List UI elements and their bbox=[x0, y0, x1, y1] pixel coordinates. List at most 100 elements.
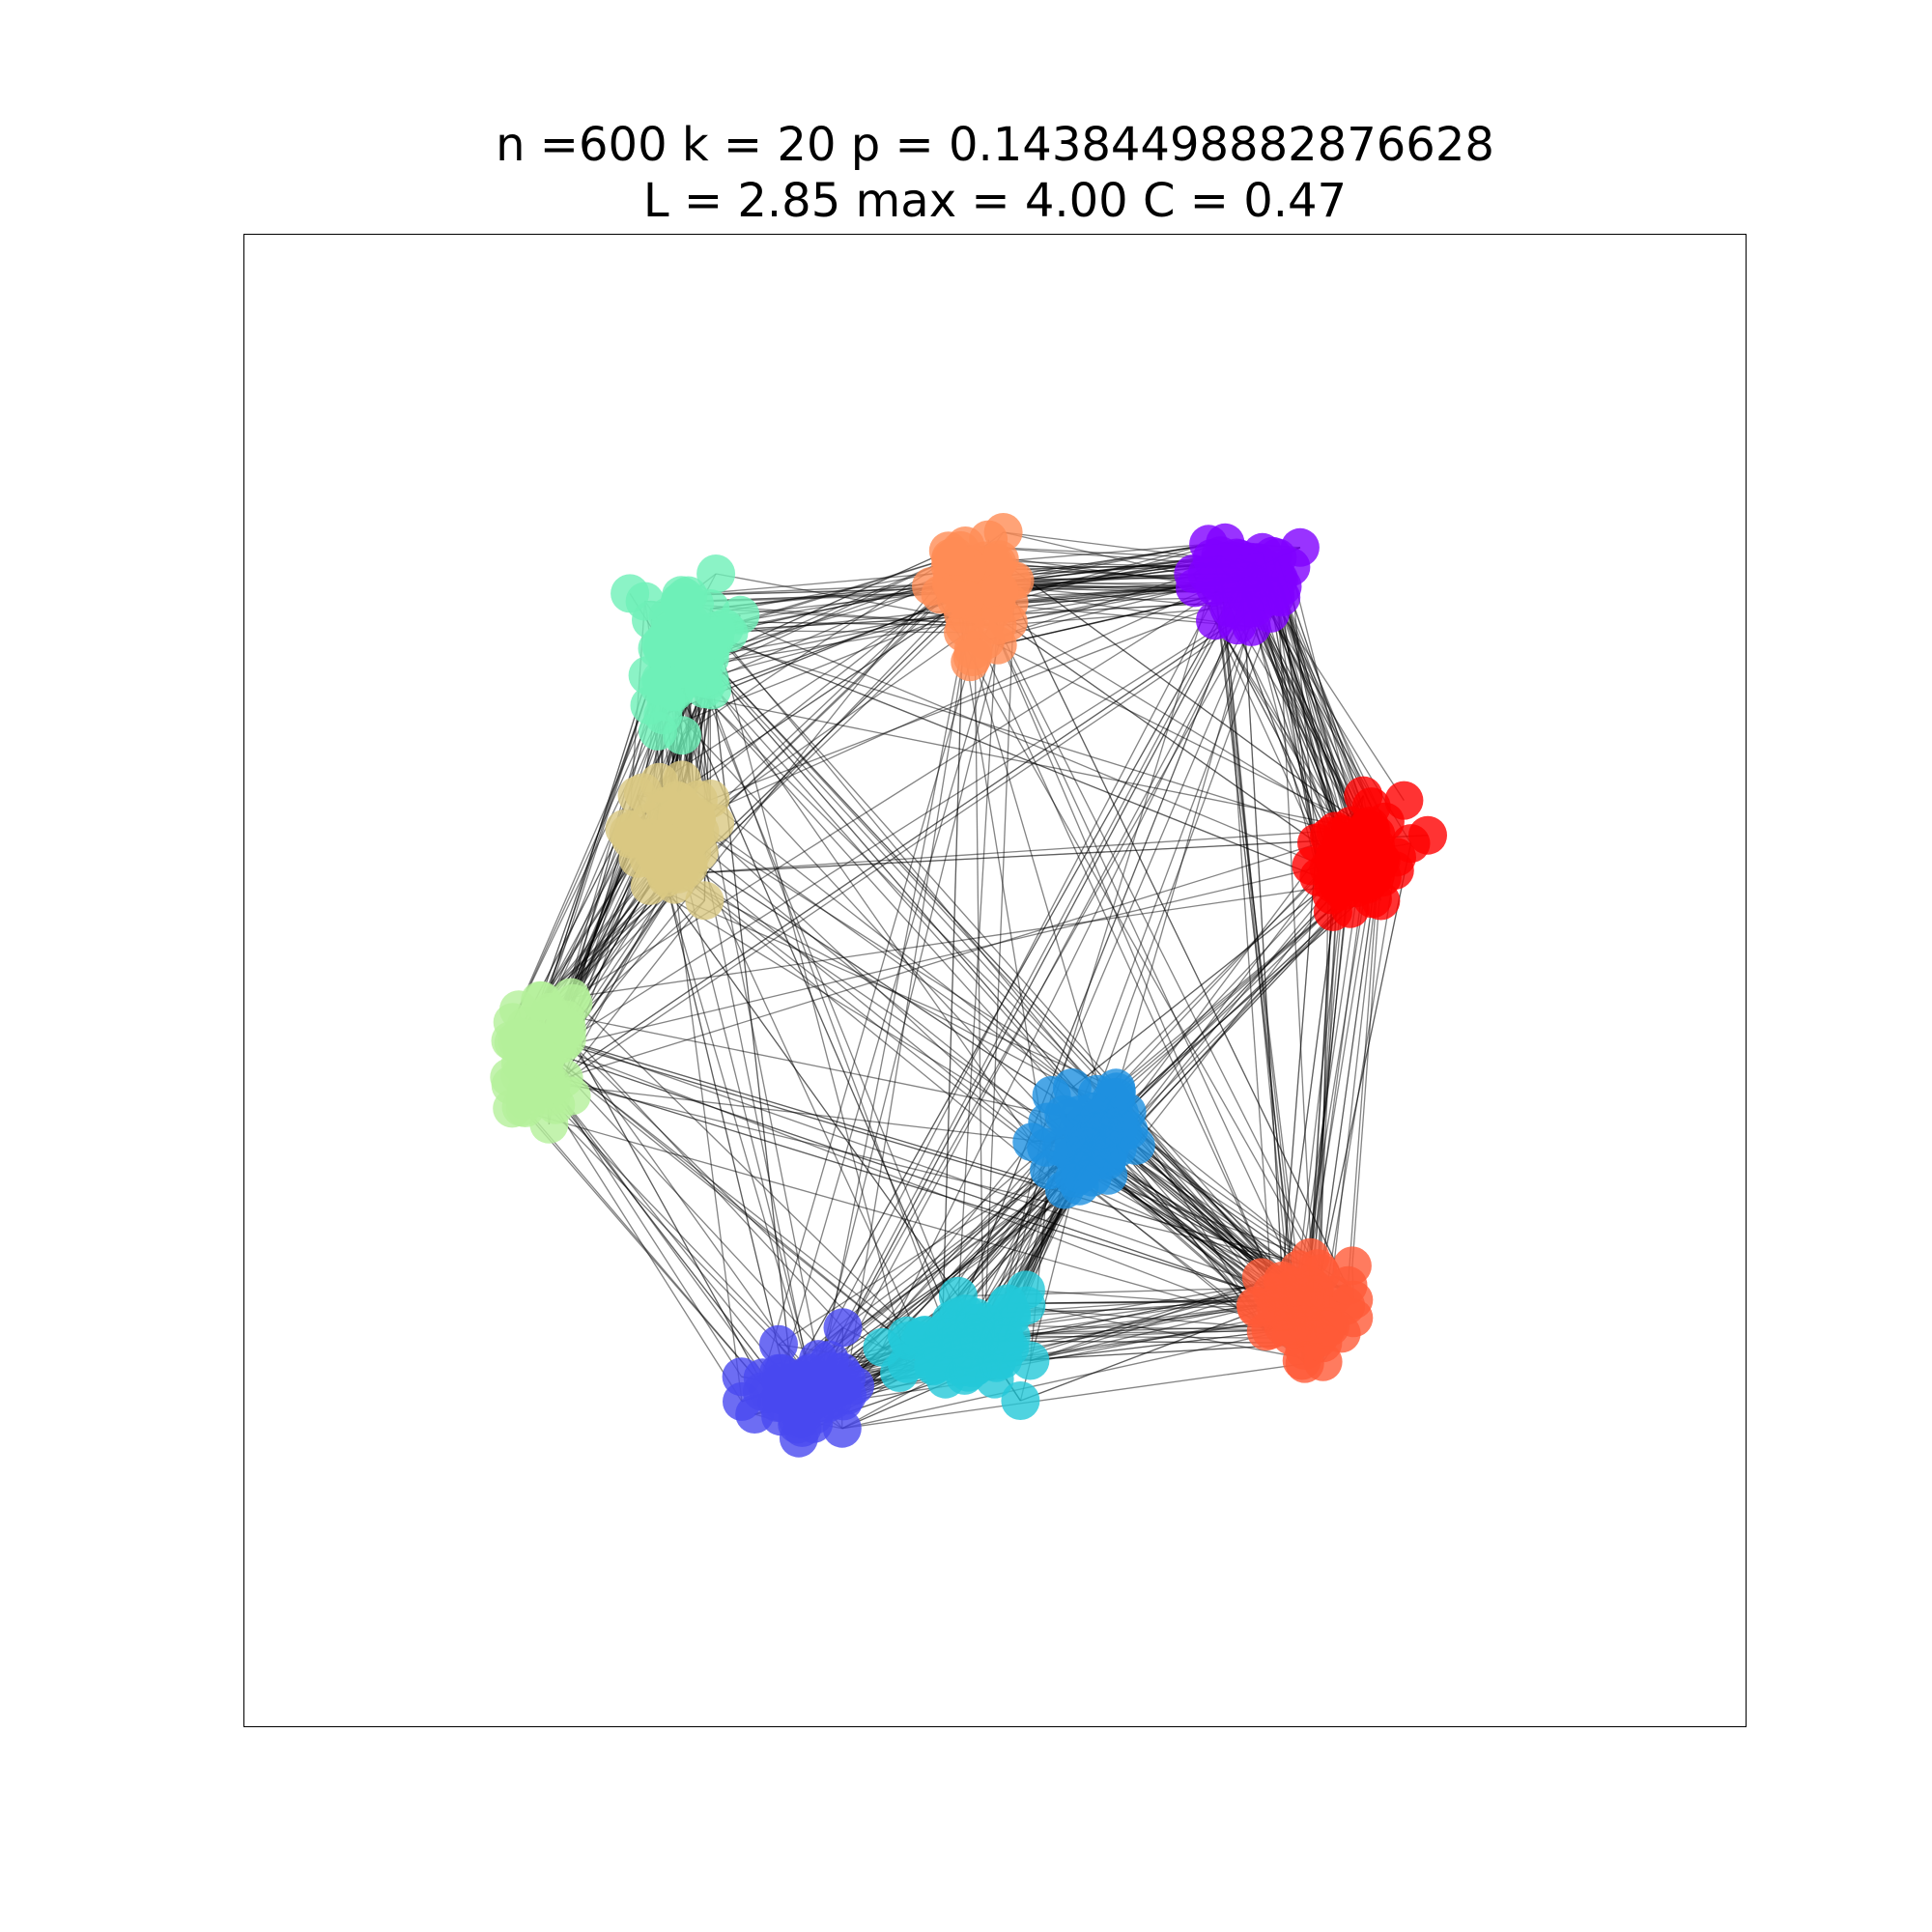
graph-node bbox=[1282, 1305, 1321, 1345]
graph-edge bbox=[1106, 841, 1349, 1158]
graph-edge bbox=[842, 583, 977, 1402]
graph-edge bbox=[699, 579, 964, 833]
graph-edge bbox=[683, 870, 1083, 1147]
graph-edge bbox=[1106, 887, 1357, 1161]
graph-edge bbox=[829, 1185, 1080, 1361]
graph-edge bbox=[681, 587, 956, 596]
graph-edge bbox=[1309, 883, 1334, 1258]
graph-edge bbox=[512, 1107, 1284, 1327]
graph-edge bbox=[1025, 1289, 1277, 1309]
graph-node bbox=[685, 881, 724, 921]
graph-edge bbox=[669, 662, 1343, 1334]
graph-edge bbox=[709, 550, 950, 659]
graph-edge bbox=[664, 840, 1303, 1362]
graph-edge bbox=[525, 624, 1238, 1109]
graph-edge bbox=[930, 585, 1319, 1269]
graph-edge bbox=[1030, 1301, 1279, 1362]
graph-edge bbox=[715, 630, 1130, 1131]
graph-edge bbox=[564, 1026, 781, 1417]
graph-edge bbox=[815, 1147, 1063, 1400]
graph-edge bbox=[709, 657, 1118, 1093]
graph-edge bbox=[517, 1039, 1312, 1312]
graph-edge bbox=[955, 589, 1000, 1331]
graph-node bbox=[696, 554, 736, 593]
graph-edge bbox=[943, 561, 1258, 1354]
graph-edge bbox=[671, 639, 1305, 1351]
graph-edge bbox=[669, 662, 1343, 1334]
graph-edge bbox=[1210, 557, 1302, 1294]
graph-edge bbox=[519, 601, 972, 1038]
graph-edge bbox=[519, 601, 972, 1038]
graph-edge bbox=[570, 879, 1370, 999]
graph-edge bbox=[1303, 867, 1351, 1297]
graph-edge bbox=[512, 704, 651, 1023]
graph-edge bbox=[545, 1077, 1319, 1269]
graph-edge bbox=[824, 1122, 1048, 1397]
graph-edge bbox=[670, 620, 1100, 1118]
graph-edge bbox=[1241, 589, 1284, 1281]
graph-edge bbox=[526, 1065, 1313, 1311]
graph-edge bbox=[696, 818, 1047, 1149]
graph-node bbox=[1328, 859, 1368, 898]
graph-node bbox=[1096, 1068, 1136, 1108]
graph-edge bbox=[696, 818, 1047, 1149]
graph-edge bbox=[841, 1362, 1305, 1430]
graph-edge bbox=[1276, 577, 1349, 842]
graph-edge bbox=[997, 644, 1372, 833]
graph-edge bbox=[662, 868, 789, 1388]
graph-edge bbox=[711, 598, 957, 692]
graph-edge bbox=[549, 1088, 787, 1395]
graph-node bbox=[609, 813, 648, 853]
graph-edge bbox=[532, 674, 649, 1041]
graph-node bbox=[1195, 567, 1235, 607]
graph-edge bbox=[1217, 582, 1306, 1364]
node-layer bbox=[490, 513, 1447, 1458]
graph-edge bbox=[1281, 842, 1318, 1281]
graph-edge bbox=[1213, 586, 1295, 1288]
graph-edge bbox=[973, 582, 984, 1362]
graph-node bbox=[778, 1405, 817, 1444]
graph-edge bbox=[549, 566, 1256, 1013]
graph-edge bbox=[1283, 883, 1339, 1295]
graph-edge bbox=[662, 648, 1306, 1365]
graph-edge bbox=[842, 583, 977, 1402]
graph-edge bbox=[804, 582, 1223, 1381]
graph-edge bbox=[559, 1037, 1065, 1191]
graph-edge bbox=[684, 586, 1263, 810]
graph-edge bbox=[940, 545, 966, 1361]
graph-edge bbox=[966, 567, 1313, 1312]
graph-edge bbox=[1214, 619, 1344, 836]
graph-edge bbox=[982, 597, 1335, 1295]
graph-edge bbox=[570, 879, 1370, 999]
graph-node bbox=[1232, 607, 1271, 646]
graph-edge bbox=[1276, 577, 1314, 1292]
graph-edge bbox=[797, 600, 1263, 1420]
graph-edge bbox=[1026, 1304, 1323, 1363]
graph-edge bbox=[650, 619, 1344, 836]
graph-node bbox=[500, 1017, 540, 1057]
graph-edge bbox=[551, 607, 1255, 1085]
graph-edge bbox=[526, 597, 970, 1027]
graph-edge bbox=[824, 1122, 1048, 1397]
graph-edge bbox=[549, 1088, 787, 1395]
graph-edge bbox=[999, 558, 1371, 832]
graph-edge bbox=[1210, 557, 1302, 1294]
graph-node bbox=[880, 1353, 920, 1392]
graph-edge bbox=[997, 607, 1230, 627]
graph-edge bbox=[1092, 1176, 1311, 1259]
graph-edge bbox=[682, 864, 811, 1374]
graph-node bbox=[949, 1352, 988, 1392]
graph-edge bbox=[982, 581, 1016, 1362]
graph-edge bbox=[1303, 876, 1374, 1297]
graph-node bbox=[822, 1366, 862, 1406]
graph-edge bbox=[694, 603, 1329, 869]
graph-node bbox=[936, 580, 976, 619]
graph-edge bbox=[716, 630, 964, 634]
graph-edge bbox=[549, 566, 1256, 1013]
graph-edge bbox=[1241, 589, 1284, 1281]
graph-node bbox=[1116, 1125, 1155, 1165]
graph-edge bbox=[824, 568, 1268, 1392]
graph-edge bbox=[670, 620, 1100, 1118]
graph-edge bbox=[1219, 555, 1273, 1293]
